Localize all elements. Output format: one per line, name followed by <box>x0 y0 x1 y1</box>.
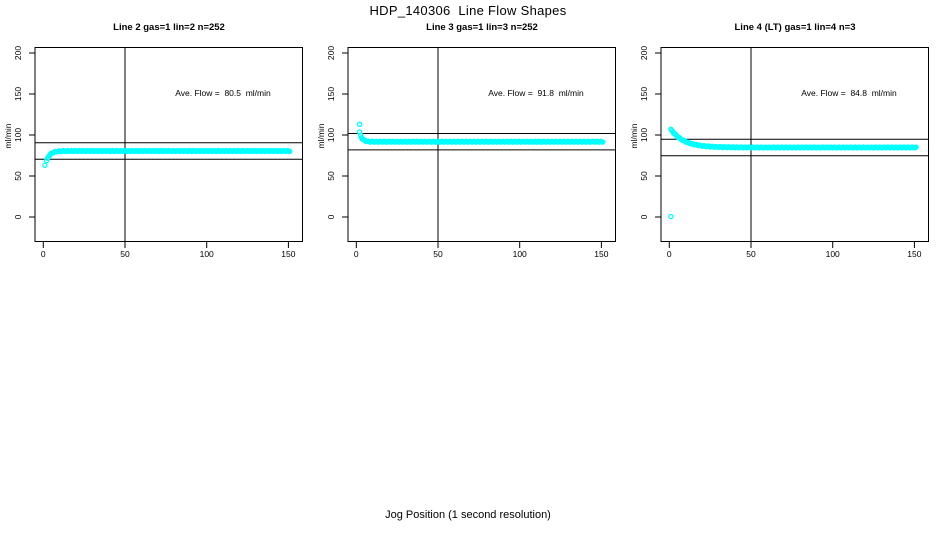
x-tick-label: 0 <box>40 249 46 259</box>
y-tick-label: 50 <box>13 171 23 181</box>
x-tick-label: 0 <box>353 249 359 259</box>
y-tick-label: 50 <box>326 171 336 181</box>
ave-flow-annotation: Ave. Flow = 84.8 ml/min <box>801 88 897 98</box>
y-tick-label: 150 <box>639 86 649 102</box>
plot-border <box>34 47 303 242</box>
plot-area <box>655 47 929 248</box>
y-tick-label: 0 <box>326 214 336 220</box>
plot-border <box>347 47 616 242</box>
plot-area <box>29 47 303 248</box>
data-points <box>42 147 293 169</box>
y-tick-label: 150 <box>326 86 336 102</box>
data-points <box>356 121 606 145</box>
x-tick-label: 100 <box>512 249 527 259</box>
y-tick-label: 100 <box>326 127 336 143</box>
x-tick-label: 100 <box>199 249 214 259</box>
x-tick-label: 100 <box>825 249 840 259</box>
x-tick-label: 150 <box>907 249 922 259</box>
y-tick-label: 200 <box>326 45 336 61</box>
plot-border <box>660 47 929 242</box>
data-points <box>668 126 919 220</box>
y-tick-label: 200 <box>639 45 649 61</box>
x-tick-label: 150 <box>594 249 609 259</box>
y-tick-label: 100 <box>639 127 649 143</box>
x-tick-label: 50 <box>120 249 130 259</box>
y-tick-label: 200 <box>13 45 23 61</box>
ave-flow-annotation: Ave. Flow = 91.8 ml/min <box>488 88 584 98</box>
x-tick-label: 150 <box>281 249 296 259</box>
y-axis-label: ml/min <box>3 123 13 149</box>
chart-title: Line 3 gas=1 lin=3 n=252 <box>426 22 538 33</box>
y-tick-label: 150 <box>13 86 23 102</box>
y-axis-label: ml/min <box>629 123 639 149</box>
x-axis-label: Jog Position (1 second resolution) <box>385 509 551 521</box>
x-tick-label: 50 <box>433 249 443 259</box>
y-tick-label: 100 <box>13 127 23 143</box>
y-tick-label: 0 <box>639 214 649 220</box>
plot-area <box>342 47 616 248</box>
y-tick-label: 50 <box>639 171 649 181</box>
y-tick-label: 0 <box>13 214 23 220</box>
figure-title: HDP_140306 Line Flow Shapes <box>369 3 567 18</box>
y-axis-label: ml/min <box>316 123 326 149</box>
chart-title: Line 2 gas=1 lin=2 n=252 <box>113 22 225 33</box>
x-tick-label: 50 <box>746 249 756 259</box>
x-tick-label: 0 <box>666 249 672 259</box>
chart-title: Line 4 (LT) gas=1 lin=4 n=3 <box>734 22 856 33</box>
ave-flow-annotation: Ave. Flow = 80.5 ml/min <box>175 88 271 98</box>
